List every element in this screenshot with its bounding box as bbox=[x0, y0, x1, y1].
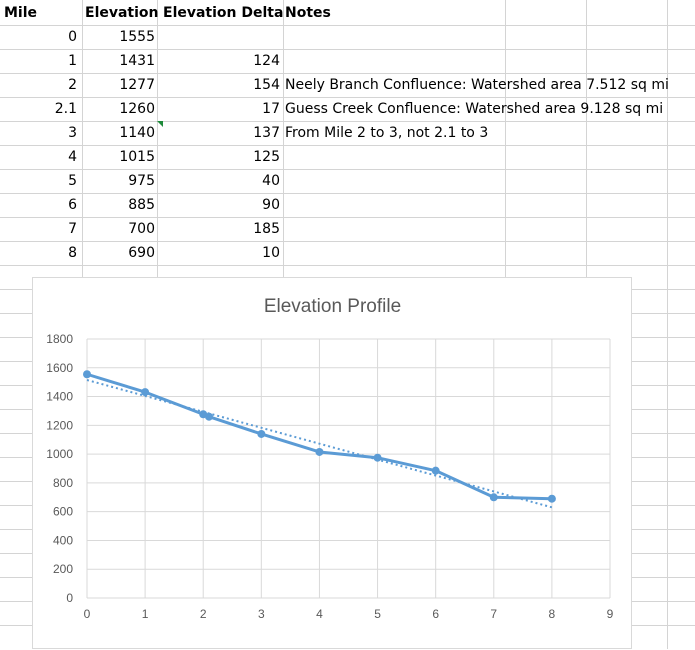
y-tick-label: 0 bbox=[66, 591, 73, 605]
x-tick-label: 5 bbox=[374, 607, 381, 621]
cell-elevation-delta: 124 bbox=[253, 53, 280, 69]
cell-comment-indicator bbox=[157, 121, 163, 127]
sheet-col-line bbox=[667, 0, 668, 649]
data-point bbox=[373, 453, 382, 462]
y-tick-label: 1200 bbox=[46, 418, 73, 432]
cell-elevation-delta: 90 bbox=[262, 197, 280, 213]
cell-elevation: 700 bbox=[128, 221, 155, 237]
cell-mile: 7 bbox=[68, 221, 77, 237]
cell-elevation: 975 bbox=[128, 173, 155, 189]
data-point bbox=[257, 429, 266, 438]
data-point bbox=[489, 493, 498, 502]
y-tick-label: 1400 bbox=[46, 390, 73, 404]
y-tick-label: 1600 bbox=[46, 361, 73, 375]
sheet-row-line bbox=[0, 217, 695, 218]
y-tick-label: 200 bbox=[53, 562, 73, 576]
trendline bbox=[86, 379, 553, 509]
y-tick-label: 1000 bbox=[46, 447, 73, 461]
x-tick-label: 4 bbox=[316, 607, 323, 621]
cell-mile: 2.1 bbox=[54, 101, 77, 117]
header-mile: Mile bbox=[4, 5, 38, 21]
header-elevation: Elevation bbox=[85, 5, 159, 21]
cell-elevation: 1260 bbox=[119, 101, 155, 117]
y-tick-label: 800 bbox=[53, 476, 73, 490]
y-tick-label: 400 bbox=[53, 533, 73, 547]
cell-elevation-delta: 17 bbox=[262, 101, 280, 117]
cell-elevation-delta: 40 bbox=[262, 173, 280, 189]
header-notes: Notes bbox=[285, 5, 331, 21]
cell-note: Neely Branch Confluence: Watershed area … bbox=[285, 77, 669, 93]
x-tick-label: 1 bbox=[142, 607, 149, 621]
x-tick-label: 8 bbox=[549, 607, 556, 621]
data-point bbox=[315, 447, 324, 456]
cell-elevation-delta: 125 bbox=[253, 149, 280, 165]
cell-elevation: 1277 bbox=[119, 77, 155, 93]
cell-mile: 6 bbox=[68, 197, 77, 213]
x-tick-label: 2 bbox=[200, 607, 207, 621]
cell-elevation-delta: 154 bbox=[253, 77, 280, 93]
cell-elevation: 1140 bbox=[119, 125, 155, 141]
cell-mile: 0 bbox=[68, 29, 77, 45]
cell-elevation: 1015 bbox=[119, 149, 155, 165]
sheet-row-line bbox=[0, 169, 695, 170]
x-tick-label: 3 bbox=[258, 607, 265, 621]
cell-mile: 5 bbox=[68, 173, 77, 189]
sheet-row-line bbox=[0, 49, 695, 50]
cell-mile: 8 bbox=[68, 245, 77, 261]
data-point bbox=[205, 412, 214, 421]
sheet-row-line bbox=[0, 121, 695, 122]
sheet-row-line bbox=[0, 265, 695, 266]
data-point bbox=[83, 370, 91, 379]
x-tick-label: 9 bbox=[607, 607, 614, 621]
chart-svg: Elevation Profile02004006008001000120014… bbox=[46, 296, 614, 621]
data-point bbox=[547, 494, 556, 503]
y-tick-label: 1800 bbox=[46, 332, 73, 346]
elevation-chart[interactable]: Elevation Profile 0 200 400 600 800 1000 1200 14… bbox=[32, 277, 632, 649]
y-tick-label: 600 bbox=[53, 505, 73, 519]
sheet-row-line bbox=[0, 193, 695, 194]
cell-elevation: 1431 bbox=[119, 53, 155, 69]
x-tick-label: 0 bbox=[84, 607, 91, 621]
cell-elevation: 1555 bbox=[119, 29, 155, 45]
data-point bbox=[431, 466, 440, 475]
cell-mile: 4 bbox=[68, 149, 77, 165]
series-line bbox=[86, 372, 552, 501]
cell-elevation-delta: 10 bbox=[262, 245, 280, 261]
cell-note: Guess Creek Confluence: Watershed area 9… bbox=[285, 101, 664, 117]
cell-elevation: 885 bbox=[128, 197, 155, 213]
x-tick-label: 6 bbox=[432, 607, 439, 621]
cell-mile: 3 bbox=[68, 125, 77, 141]
data-point bbox=[141, 388, 150, 397]
x-tick-label: 7 bbox=[490, 607, 497, 621]
sheet-row-line bbox=[0, 145, 695, 146]
sheet-row-line bbox=[0, 97, 695, 98]
cell-mile: 2 bbox=[68, 77, 77, 93]
sheet-row-line bbox=[0, 25, 695, 26]
header-elevation-delta: Elevation Delta bbox=[163, 5, 284, 21]
cell-elevation: 690 bbox=[128, 245, 155, 261]
sheet-row-line bbox=[0, 241, 695, 242]
sheet-row-line bbox=[0, 73, 695, 74]
cell-elevation-delta: 185 bbox=[253, 221, 280, 237]
cell-elevation-delta: 137 bbox=[253, 125, 280, 141]
cell-mile: 1 bbox=[68, 53, 77, 69]
cell-note: From Mile 2 to 3, not 2.1 to 3 bbox=[285, 125, 489, 141]
chart-title: Elevation Profile bbox=[264, 296, 401, 317]
